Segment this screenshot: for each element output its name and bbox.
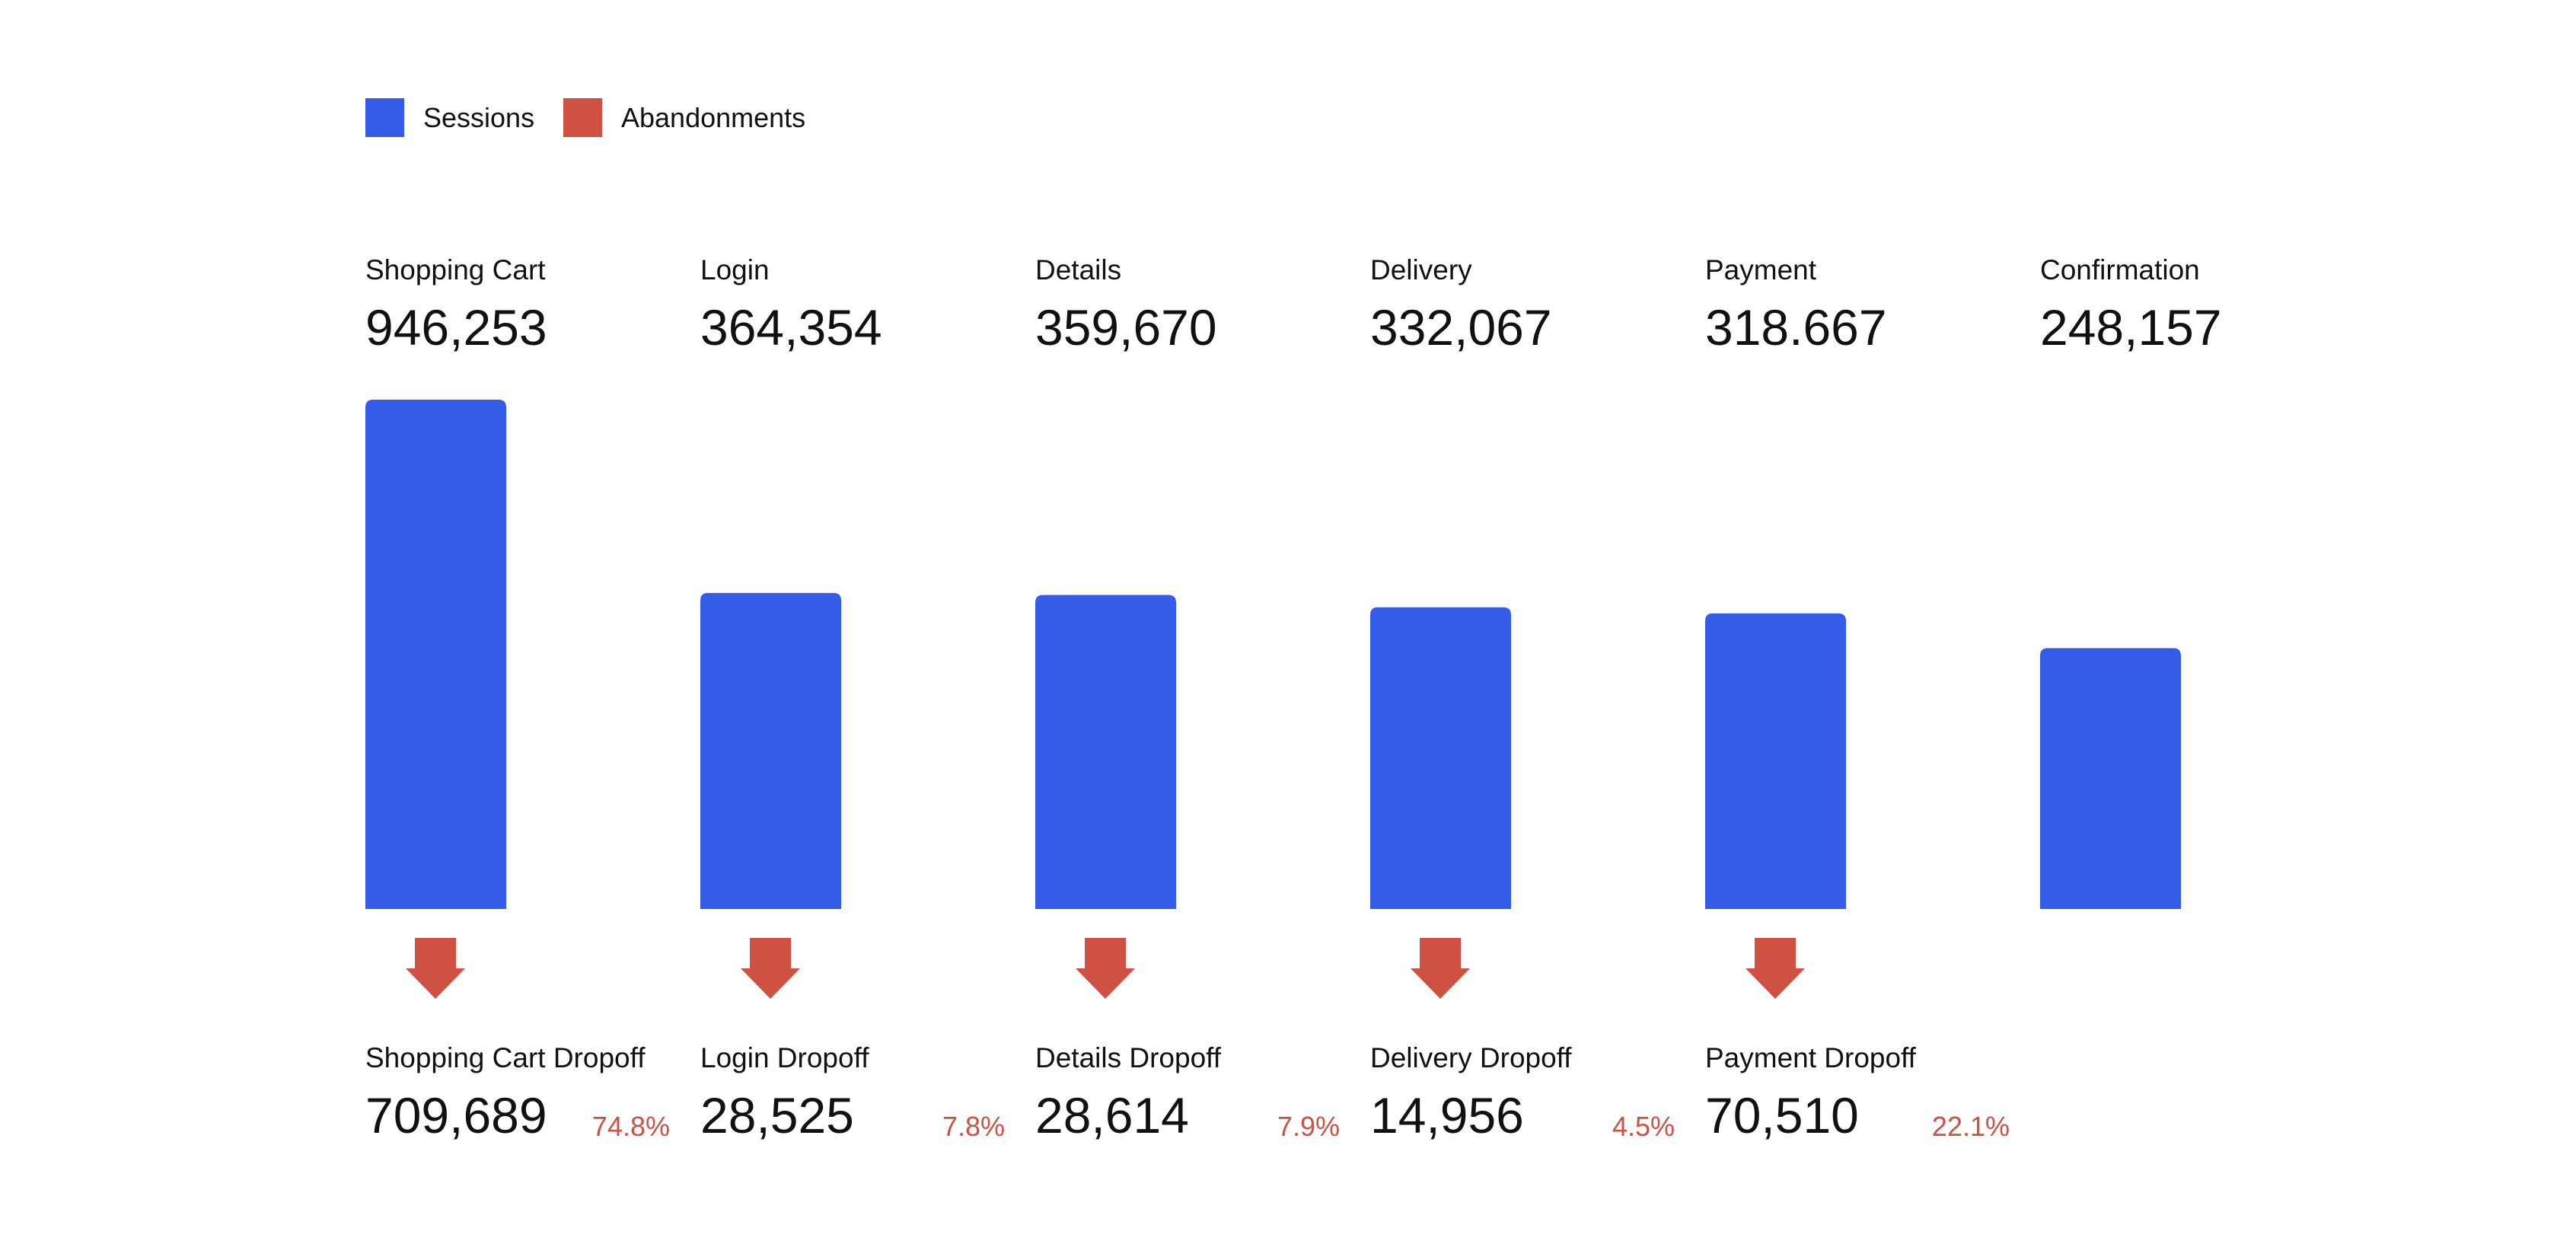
dropoff-percent: 4.5% (1612, 1111, 1675, 1142)
dropoff-arrow-icon (406, 938, 465, 999)
funnel-dropoffs: Shopping Cart Dropoff 709,689 74.8% Login D… (365, 938, 2010, 1143)
legend-label-abandonments: Abandonments (621, 102, 805, 133)
legend-label-sessions: Sessions (423, 102, 534, 133)
dropoff-value: 28,525 (700, 1087, 854, 1143)
dropoff-arrow-icon (1411, 938, 1470, 999)
dropoff-percent: 74.8% (592, 1111, 670, 1142)
legend-swatch-abandonments (563, 98, 602, 137)
dropoff-label: Delivery Dropoff (1370, 1042, 1572, 1073)
sessions-bar-payment (1705, 613, 1846, 909)
chart-legend: Sessions Abandonments (365, 98, 805, 137)
funnel-stages: Shopping Cart 946,253 Login 364,354 Details 3… (365, 254, 2222, 909)
sessions-bar-shopping-cart (365, 400, 506, 909)
sessions-bar-confirmation (2040, 648, 2181, 909)
dropoff-label: Shopping Cart Dropoff (365, 1042, 646, 1073)
dropoff-value: 709,689 (365, 1087, 547, 1143)
stage-label: Payment (1705, 254, 1817, 285)
dropoff-arrow-icon (741, 938, 800, 999)
stage-label: Details (1035, 254, 1121, 285)
stage-value: 364,354 (700, 299, 882, 356)
stage-value: 248,157 (2040, 299, 2222, 356)
dropoff-label: Details Dropoff (1035, 1042, 1222, 1073)
dropoff-value: 70,510 (1705, 1087, 1859, 1143)
stage-value: 332,067 (1370, 299, 1552, 356)
dropoff-value: 28,614 (1035, 1087, 1189, 1143)
dropoff-value: 14,956 (1370, 1087, 1524, 1143)
stage-label: Confirmation (2040, 254, 2200, 285)
dropoff-percent: 22.1% (1932, 1111, 2010, 1142)
dropoff-label: Login Dropoff (700, 1042, 869, 1073)
dropoff-percent: 7.9% (1277, 1111, 1340, 1142)
stage-value: 359,670 (1035, 299, 1217, 356)
stage-label: Login (700, 254, 770, 285)
sessions-bar-delivery (1370, 607, 1511, 909)
sessions-bar-details (1035, 595, 1176, 909)
stage-label: Delivery (1370, 254, 1472, 285)
dropoff-arrow-icon (1745, 938, 1805, 999)
legend-swatch-sessions (365, 98, 404, 137)
sessions-bar-login (700, 592, 841, 909)
dropoff-arrow-icon (1076, 938, 1135, 999)
stage-label: Shopping Cart (365, 254, 546, 285)
dropoff-percent: 7.8% (942, 1111, 1005, 1142)
stage-value: 318.667 (1705, 299, 1887, 356)
dropoff-label: Payment Dropoff (1705, 1042, 1917, 1073)
stage-value: 946,253 (365, 299, 547, 356)
